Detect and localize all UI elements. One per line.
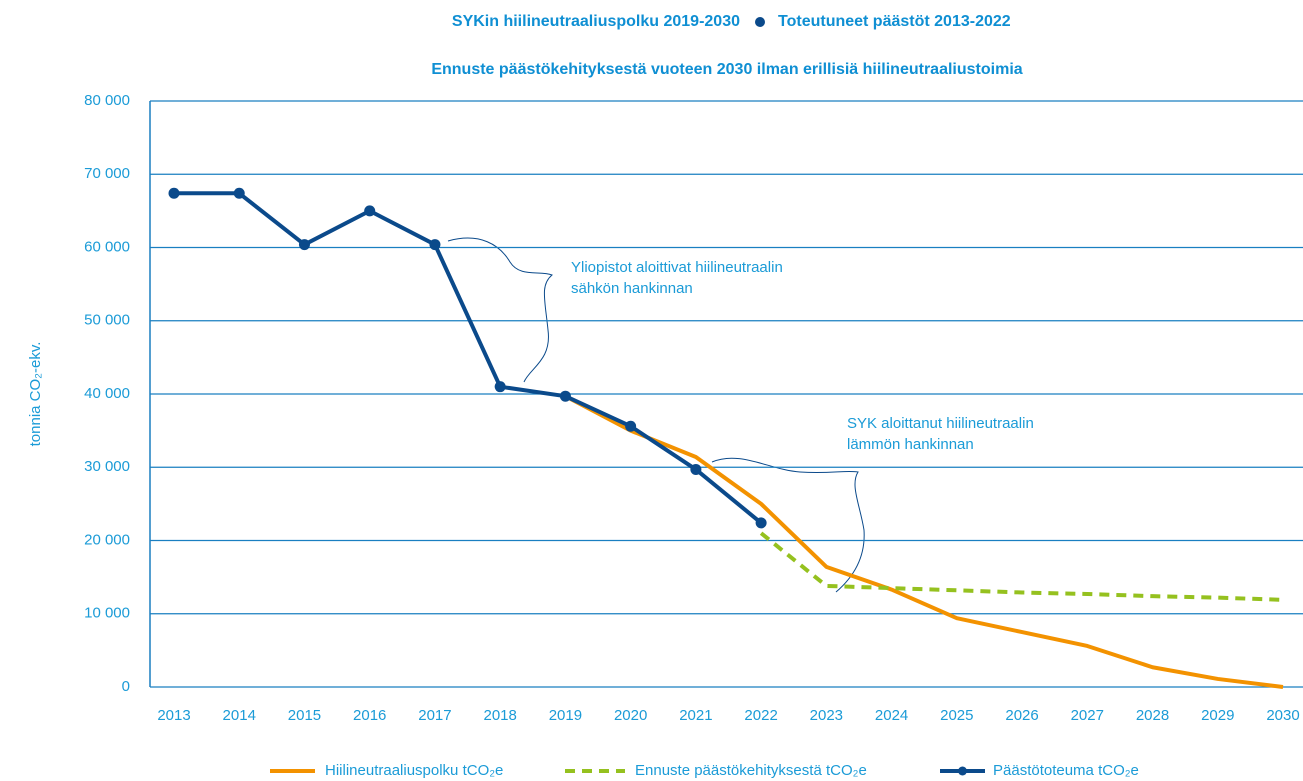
series-marker <box>494 381 506 393</box>
x-tick-label: 2016 <box>353 707 386 724</box>
chart-subtitle: Ennuste päästökehityksestä vuoteen 2030 … <box>431 61 1022 78</box>
series-marker <box>625 420 637 432</box>
legend-marker <box>958 766 967 776</box>
annotation: SYK aloittanut hiilineutraalin <box>847 415 1034 432</box>
y-tick-label: 80 000 <box>84 92 130 109</box>
y-tick-label: 30 000 <box>84 458 130 475</box>
y-tick-label: 0 <box>122 678 130 695</box>
series-line <box>759 531 1284 602</box>
x-tick-label: 2028 <box>1136 707 1169 724</box>
title-dot <box>755 17 765 27</box>
x-tick-label: 2014 <box>223 707 256 724</box>
x-tick-label: 2029 <box>1201 707 1234 724</box>
x-tick-label: 2018 <box>483 707 516 724</box>
x-tick-label: 2023 <box>810 707 843 724</box>
series-marker <box>298 239 310 251</box>
x-tick-label: 2021 <box>679 707 712 724</box>
annotation: Yliopistot aloittivat hiilineutraalin <box>571 259 783 276</box>
x-tick-label: 2017 <box>418 707 451 724</box>
x-tick-label: 2030 <box>1266 707 1299 724</box>
x-tick-label: 2026 <box>1005 707 1038 724</box>
chart-title: SYKin hiilineutraaliuspolku 2019-2030 <box>452 13 740 30</box>
series-marker <box>755 517 767 529</box>
series-marker <box>168 187 180 199</box>
annotation-bracket <box>711 457 865 593</box>
y-axis-label: tonnia CO₂-ekv. <box>27 342 44 447</box>
series-line <box>174 191 763 525</box>
legend-label: Ennuste päästökehityksestä tCO₂e <box>635 762 867 779</box>
y-tick-label: 70 000 <box>84 165 130 182</box>
y-tick-label: 10 000 <box>84 605 130 622</box>
x-tick-label: 2013 <box>157 707 190 724</box>
series-marker <box>690 463 702 475</box>
legend-label: Päästötoteuma tCO₂e <box>993 762 1139 779</box>
x-tick-label: 2019 <box>549 707 582 724</box>
annotation: sähkön hankinnan <box>571 280 693 297</box>
y-tick-label: 40 000 <box>84 385 130 402</box>
series-marker <box>429 239 441 251</box>
y-tick-label: 20 000 <box>84 531 130 548</box>
x-tick-label: 2020 <box>614 707 647 724</box>
legend-label: Hiilineutraaliuspolku tCO₂e <box>325 762 503 779</box>
y-tick-label: 60 000 <box>84 238 130 255</box>
chart-title-2: Toteutuneet päästöt 2013-2022 <box>778 13 1011 30</box>
series-marker <box>233 187 245 199</box>
series-line <box>564 394 1284 689</box>
y-tick-label: 50 000 <box>84 312 130 329</box>
annotation: lämmön hankinnan <box>847 436 974 453</box>
series-marker <box>559 390 571 402</box>
x-tick-label: 2027 <box>1071 707 1104 724</box>
x-tick-label: 2024 <box>875 707 908 724</box>
x-tick-label: 2022 <box>744 707 777 724</box>
x-tick-label: 2025 <box>940 707 973 724</box>
x-tick-label: 2015 <box>288 707 321 724</box>
series-marker <box>364 205 376 217</box>
